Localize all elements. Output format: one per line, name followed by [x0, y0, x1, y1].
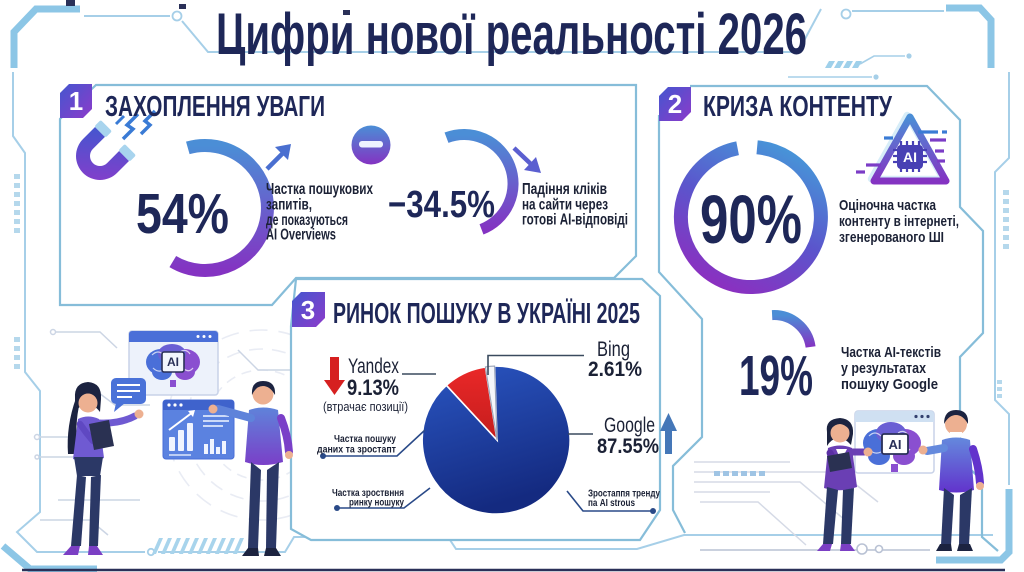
svg-text:90%: 90% — [700, 181, 802, 258]
svg-text:Yandex: Yandex — [348, 355, 399, 378]
svg-text:3: 3 — [301, 295, 315, 325]
svg-text:2.61%: 2.61% — [588, 358, 642, 381]
svg-text:AI: AI — [889, 437, 902, 452]
svg-text:1: 1 — [69, 86, 83, 116]
svg-text:87.55%: 87.55% — [597, 435, 659, 458]
svg-text:РИНОК ПОШУКУ В УКРАЇНІ 2025: РИНОК ПОШУКУ В УКРАЇНІ 2025 — [333, 297, 640, 330]
svg-text:Частка пошуку: Частка пошуку — [334, 434, 396, 445]
svg-text:ринку ношуку: ринку ношуку — [349, 498, 404, 509]
svg-text:готові AI-відповіді: готові AI-відповіді — [522, 212, 628, 229]
svg-text:Оціночна частка: Оціночна частка — [839, 197, 937, 214]
svg-text:Зростаппя тренду: Зростаппя тренду — [588, 489, 660, 500]
svg-text:(втрачає позиції): (втрачає позиції) — [323, 399, 408, 414]
svg-text:контенту в інтернеті,: контенту в інтернеті, — [839, 213, 959, 230]
svg-text:19%: 19% — [739, 344, 813, 408]
svg-text:Падіння кліків: Падіння кліків — [522, 181, 607, 198]
svg-text:КРИЗА КОНТЕНТУ: КРИЗА КОНТЕНТУ — [703, 91, 893, 123]
svg-text:54%: 54% — [136, 182, 229, 246]
svg-text:на сайти через: на сайти через — [522, 196, 608, 213]
svg-text:пошуку Google: пошуку Google — [841, 376, 938, 393]
svg-text:запитів,: запитів, — [266, 197, 312, 214]
svg-text:AI: AI — [167, 355, 179, 369]
svg-text:Частка AI-текстів: Частка AI-текстів — [841, 344, 941, 361]
svg-text:−34.5%: −34.5% — [388, 184, 495, 226]
svg-text:Частка пошукових: Частка пошукових — [266, 181, 373, 198]
svg-text:9.13%: 9.13% — [347, 375, 399, 400]
svg-text:па AI strous: па AI strous — [588, 498, 635, 509]
svg-text:Частка зроствння: Частка зроствння — [332, 488, 404, 499]
svg-text:де показуються: де показуються — [266, 212, 348, 229]
svg-text:Google: Google — [604, 414, 655, 437]
svg-text:Bing: Bing — [597, 338, 630, 361]
svg-text:AI: AI — [903, 149, 917, 165]
svg-text:ЗАХОПЛЕННЯ УВАГИ: ЗАХОПЛЕННЯ УВАГИ — [105, 91, 325, 123]
svg-text:даних та зростапт: даних та зростапт — [317, 445, 396, 456]
svg-text:AI Overviews: AI Overviews — [266, 227, 336, 244]
svg-text:згенерованого ШІ: згенерованого ШІ — [839, 229, 944, 246]
svg-text:2: 2 — [668, 89, 682, 119]
svg-text:Цифри нової реальності 2026: Цифри нової реальності 2026 — [216, 2, 807, 67]
svg-text:у результатах: у результатах — [841, 360, 927, 377]
